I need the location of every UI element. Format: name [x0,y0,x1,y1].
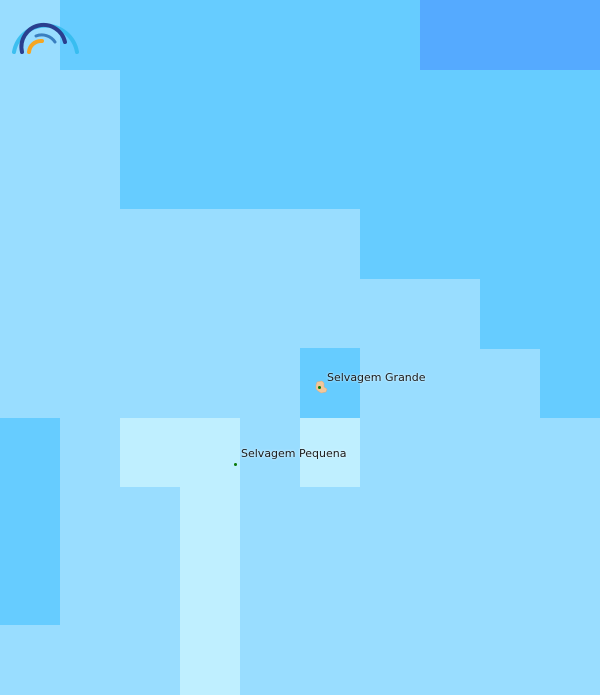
rainbow-logo-icon [12,22,79,54]
depth-zone [300,348,360,418]
place-marker[interactable] [318,386,321,389]
place-label: Selvagem Pequena [241,447,347,460]
depth-zone [420,0,600,70]
island-selvagem-grande[interactable] [313,379,329,395]
depth-zone [540,348,600,418]
depth-zone [480,278,600,349]
depth-zone [120,70,600,209]
shoal-zone [300,418,360,487]
place-label: Selvagem Grande [327,371,426,384]
shoal-zone [120,418,240,487]
shoal-zone [180,487,240,695]
depth-zone [60,0,420,70]
place-marker[interactable] [234,463,237,466]
depth-zone [360,208,600,279]
depth-zone [0,418,60,625]
